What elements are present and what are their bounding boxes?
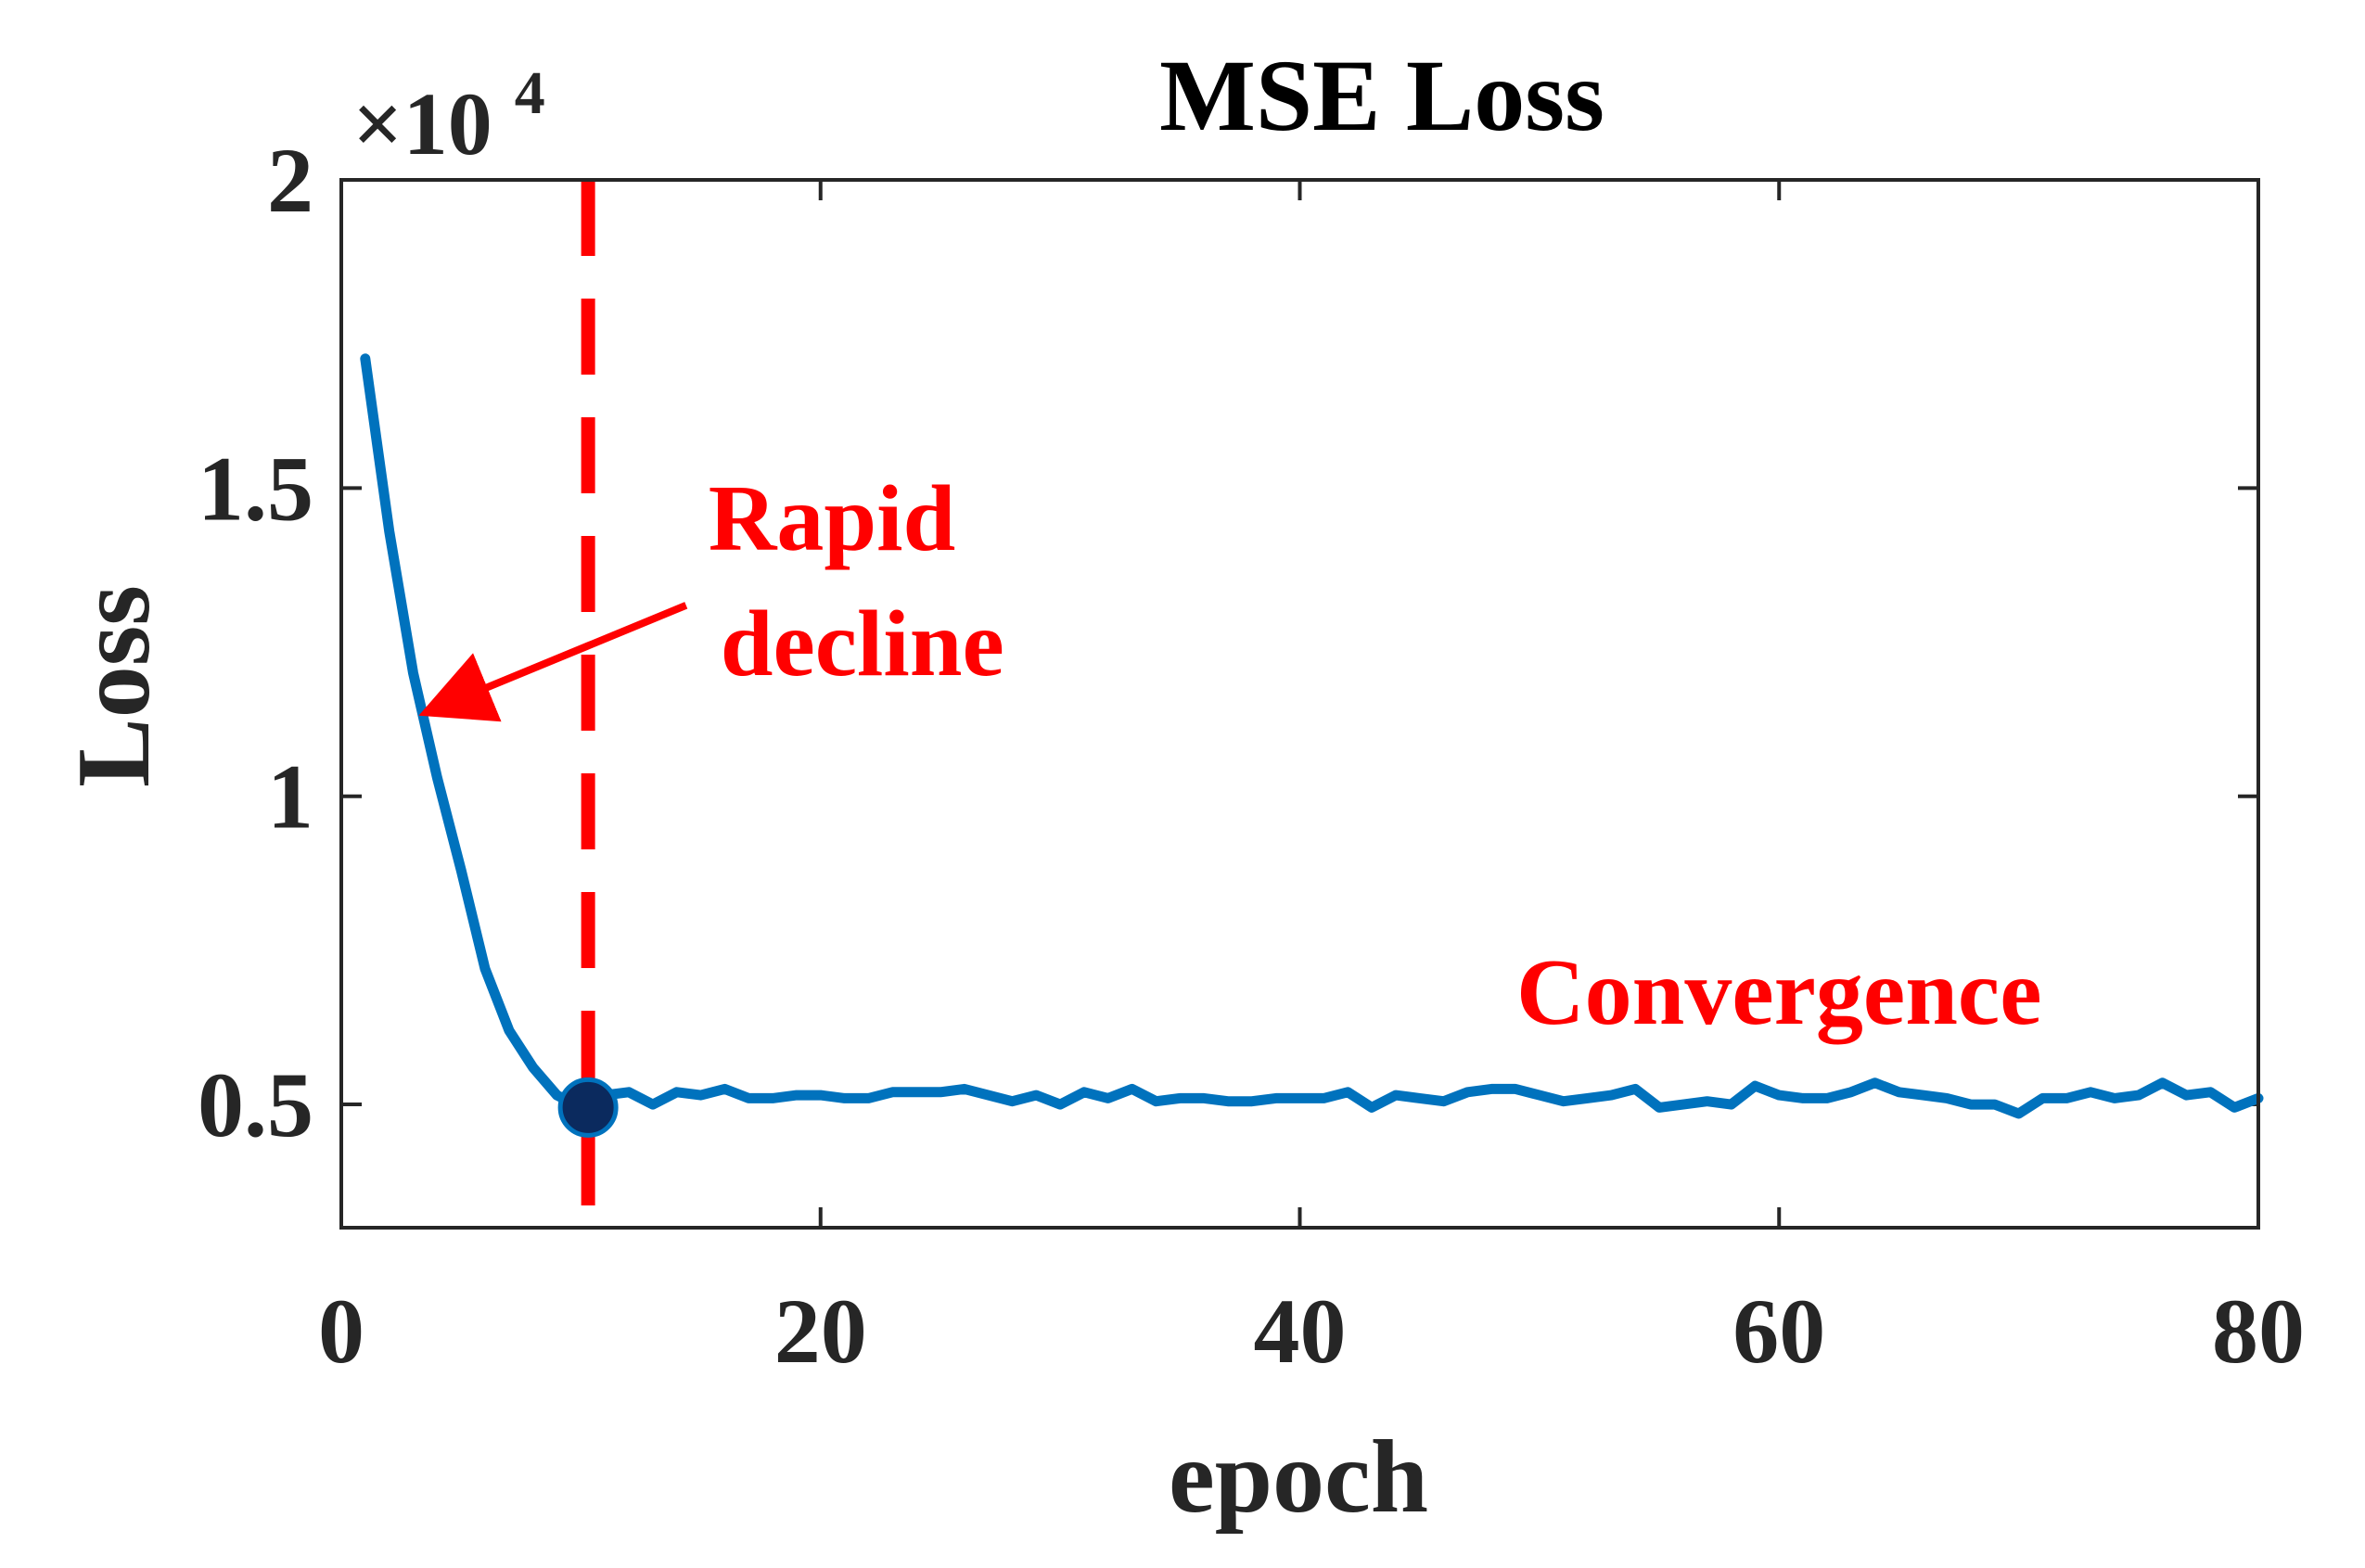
y-axis-scale-factor: ×10 4 [352, 59, 545, 173]
chart-title: MSE Loss [1159, 39, 1604, 152]
plot-area [341, 180, 2258, 1228]
annotation-rapid-line-2: decline [721, 592, 1004, 696]
y-axis-scale-base: ×10 [352, 74, 492, 173]
y-tick-label: 2 [267, 129, 313, 232]
annotation-rapid-line-1: Rapid [709, 466, 955, 571]
x-tick-label: 0 [318, 1280, 364, 1383]
annotation-convergence: Convergence [1516, 940, 2041, 1045]
loss-series-line [360, 353, 2264, 1119]
y-tick-label: 0.5 [198, 1053, 313, 1156]
convergence-point-marker [557, 1077, 619, 1138]
y-axis-scale-exponent: 4 [515, 59, 545, 127]
y-axis-label: Loss [57, 585, 172, 787]
x-axis-label: epoch [1169, 1420, 1428, 1535]
plot-border [339, 178, 2260, 1230]
y-axis-ticks: 0.5 1 1.5 2 [198, 129, 2258, 1156]
x-tick-label: 20 [774, 1280, 867, 1383]
y-tick-label: 1 [267, 746, 313, 848]
x-tick-label: 40 [1254, 1280, 1347, 1383]
rapid-decline-arrow [418, 602, 688, 722]
annotation-rapid-decline: Rapid decline [709, 466, 1004, 696]
x-axis-ticks: 0 20 40 60 80 [318, 180, 2305, 1383]
x-tick-label: 80 [2212, 1280, 2305, 1383]
y-tick-label: 1.5 [198, 437, 313, 540]
x-tick-label: 60 [1732, 1280, 1825, 1383]
